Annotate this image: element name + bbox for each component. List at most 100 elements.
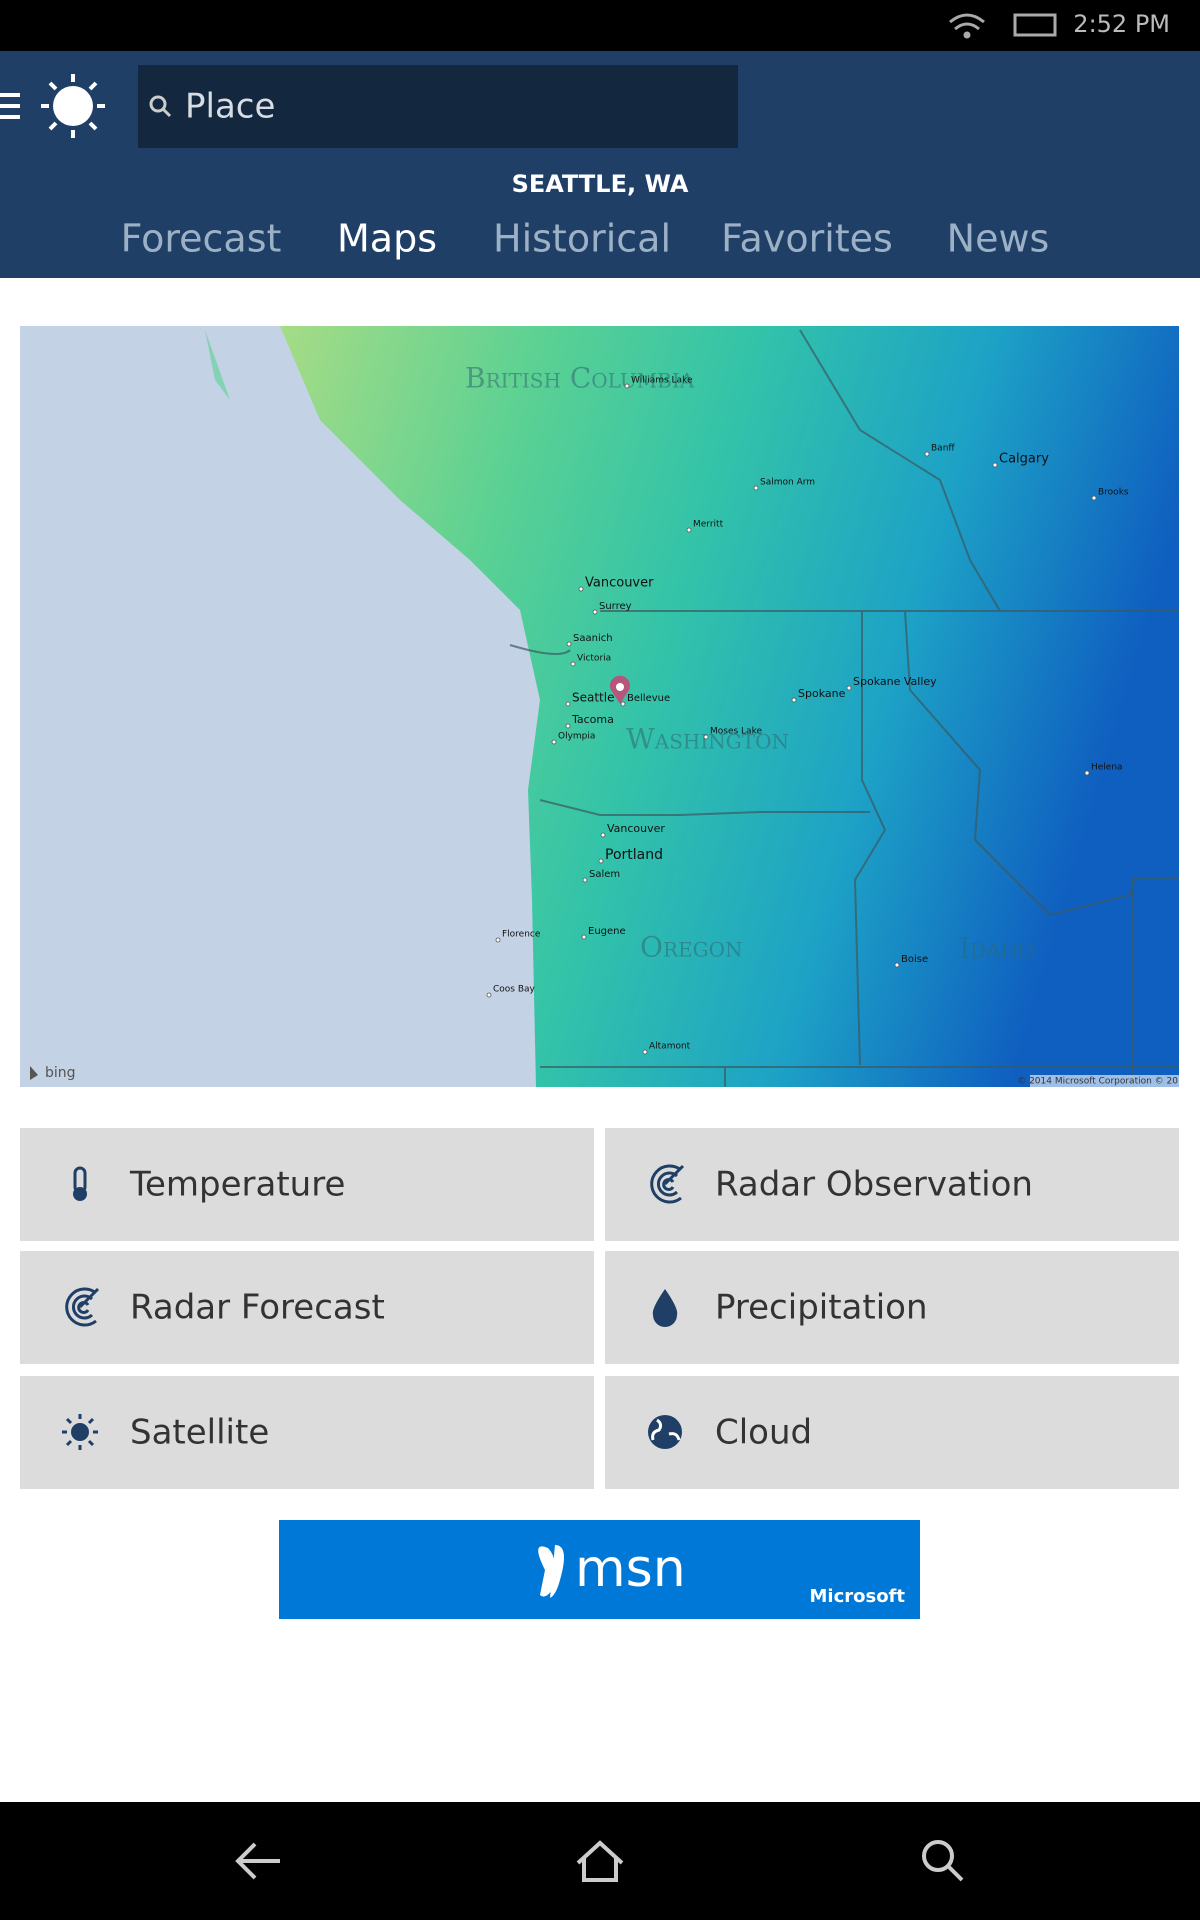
home-button[interactable]: [576, 1840, 624, 1882]
city-dot: [753, 485, 759, 491]
status-time: 2:52 PM: [1073, 10, 1170, 38]
search-placeholder: Place: [185, 87, 275, 127]
icon-bulb: [73, 1187, 87, 1201]
search-button[interactable]: [922, 1840, 964, 1882]
city-label: Brooks: [1098, 488, 1129, 498]
city-label: Boise: [901, 954, 928, 965]
city-dot: [624, 383, 630, 389]
status-bar: [0, 0, 1200, 51]
city-dot: [894, 962, 900, 968]
city-dot: [791, 697, 797, 703]
city-dot: [598, 858, 604, 864]
layer-button[interactable]: Radar Forecast: [20, 1251, 594, 1364]
layer-label: Precipitation: [715, 1288, 928, 1328]
city-label: Helena: [1091, 763, 1123, 773]
city-label: Vancouver: [607, 822, 665, 835]
city-dot: [1091, 495, 1097, 501]
layer-label: Temperature: [129, 1165, 345, 1205]
nav-tab[interactable]: Forecast: [121, 217, 282, 261]
layer-button[interactable]: Temperature: [20, 1128, 594, 1241]
city-dot: [1084, 770, 1090, 776]
menu-button[interactable]: [0, 93, 20, 119]
city-label: Altamont: [649, 1042, 691, 1052]
icon-rays: [62, 1414, 98, 1450]
city-label: Spokane Valley: [853, 675, 937, 688]
map-attribution: bing: [45, 1065, 76, 1081]
city-dot: [570, 661, 576, 667]
icon-continents: [651, 1418, 681, 1441]
layer-button-bg: [605, 1251, 1179, 1364]
wifi-icon: [949, 13, 985, 39]
nav-tab[interactable]: Maps: [337, 217, 437, 261]
msn-logo: [538, 1545, 564, 1598]
city-dot: [592, 609, 598, 615]
layer-button[interactable]: Precipitation: [605, 1251, 1179, 1364]
city-dot: [581, 934, 587, 940]
search-icon: [149, 95, 172, 118]
city-label: Tacoma: [571, 713, 614, 726]
icon-sun: [71, 1423, 89, 1441]
city-label: Spokane: [798, 687, 846, 700]
city-dot: [495, 937, 501, 943]
city-dot: [565, 723, 571, 729]
map-island: [205, 330, 230, 400]
battery-icon: [1013, 13, 1057, 37]
layer-label: Radar Observation: [715, 1165, 1033, 1205]
city-dot: [642, 1049, 648, 1055]
app-logo: [41, 74, 105, 138]
city-label: Banff: [931, 444, 955, 454]
icon-radar: [650, 1164, 685, 1204]
city-label: Saanich: [573, 633, 613, 644]
region-label: Idaho: [959, 932, 1034, 965]
location: SEATTLE, WA: [512, 170, 689, 198]
region-label: Oregon: [640, 931, 743, 964]
nav-tab[interactable]: Favorites: [721, 217, 893, 261]
city-label: Surrey: [599, 601, 632, 612]
layer-button-bg: [20, 1128, 594, 1241]
layer-button[interactable]: Satellite: [20, 1376, 594, 1489]
city-label: Victoria: [577, 654, 611, 664]
city-dot: [600, 832, 606, 838]
map-borders: [509, 329, 1179, 1087]
map[interactable]: British Columbia Washington Oregon Idaho Wil…: [20, 326, 1180, 1087]
back-button[interactable]: [235, 1842, 280, 1880]
city-dot: [686, 527, 692, 533]
city-dot: [620, 701, 626, 707]
ad-brand: msn: [575, 1539, 686, 1599]
ad-company: Microsoft: [809, 1586, 905, 1607]
city-label: Florence: [502, 930, 541, 940]
city-dot: [992, 462, 998, 468]
city-label: Eugene: [588, 926, 626, 937]
layer-button[interactable]: Cloud: [605, 1376, 1179, 1489]
city-label: Salmon Arm: [760, 478, 815, 488]
city-label: Bellevue: [627, 693, 670, 704]
nav-bar: [0, 1802, 1200, 1920]
map-copyright: © 2014 Microsoft Corporation © 20: [1017, 1077, 1178, 1087]
layer-label: Radar Forecast: [130, 1288, 385, 1328]
copyright-bg: [1030, 1075, 1179, 1087]
city-dot: [565, 701, 571, 707]
nav-tab[interactable]: Historical: [493, 217, 671, 261]
layer-button-bg: [20, 1251, 594, 1364]
city-label: Seattle: [572, 691, 614, 705]
city-label: Merritt: [693, 520, 724, 530]
ad-background: [279, 1520, 920, 1619]
city-label: Coos Bay: [493, 985, 536, 995]
icon-drop: [652, 1289, 678, 1327]
ad-banner[interactable]: msn Microsoft: [279, 1520, 920, 1619]
city-dot: [924, 451, 930, 457]
city-dot: [582, 877, 588, 883]
city-label: Vancouver: [585, 576, 654, 591]
location-pin: [610, 675, 631, 704]
search-box[interactable]: [138, 65, 738, 148]
region-label: Washington: [626, 723, 789, 756]
layer-button-bg: [605, 1376, 1179, 1489]
city-label: Olympia: [558, 732, 595, 742]
layer-button-bg: [605, 1128, 1179, 1241]
city-dot: [703, 734, 709, 740]
nav-tab[interactable]: News: [947, 217, 1050, 261]
city-dot: [486, 992, 492, 998]
layer-button[interactable]: Radar Observation: [605, 1128, 1179, 1241]
city-label: Portland: [605, 847, 663, 863]
